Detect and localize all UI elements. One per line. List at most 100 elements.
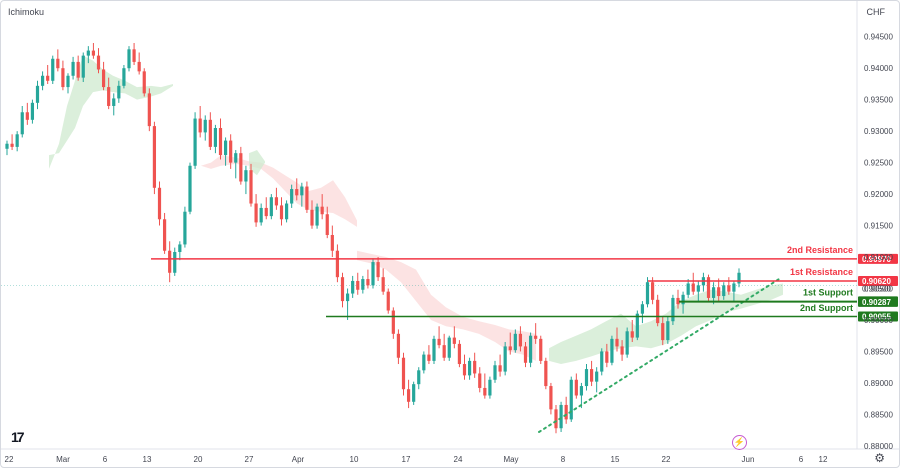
candle-body <box>162 219 167 251</box>
candle-body <box>559 404 563 429</box>
candle-body <box>711 287 716 298</box>
candle-body <box>574 379 578 396</box>
candle-body <box>320 206 324 215</box>
time-tick-label: 15 <box>611 455 620 464</box>
candle-body <box>432 338 436 361</box>
kumo-cloud-bull-0 <box>49 55 173 169</box>
candle-body <box>107 87 111 106</box>
candle-body <box>86 50 90 56</box>
candle-body <box>183 211 187 245</box>
candle-body <box>681 294 685 305</box>
candle-body <box>142 71 146 94</box>
candle-body <box>330 235 334 251</box>
candle-body <box>249 170 253 204</box>
level-tag-3 <box>858 296 898 307</box>
candle-body <box>615 338 619 347</box>
candle-body <box>381 277 385 292</box>
candle-body <box>722 285 726 297</box>
time-tick-label: Mar <box>56 455 70 464</box>
candle-body <box>539 338 543 361</box>
level-tag-value-4: 0.90055 <box>862 313 891 322</box>
candle-body <box>40 75 45 86</box>
candle-body <box>605 351 609 363</box>
lightning-icon[interactable]: ⚡ <box>732 435 747 450</box>
candle-body <box>579 386 584 396</box>
candle-body <box>254 203 258 223</box>
candle-body <box>564 404 568 420</box>
candle-body <box>737 272 741 284</box>
candle-body <box>534 335 538 339</box>
level-tag-value-3: 0.90287 <box>862 298 891 307</box>
candle-body <box>462 364 467 376</box>
candle-body <box>696 285 700 292</box>
time-tick-label: May <box>503 455 518 464</box>
candle-body <box>676 297 680 305</box>
candle-body <box>584 369 589 387</box>
candle-body <box>147 93 151 127</box>
candle-body <box>523 346 528 363</box>
candle-body <box>488 379 492 396</box>
candle-body <box>71 61 75 76</box>
candle-body <box>437 338 441 346</box>
level-tag-0 <box>858 253 898 264</box>
candle-body <box>600 351 604 372</box>
time-tick-label: 6 <box>103 455 108 464</box>
candle-body <box>544 360 548 387</box>
kumo-cloud-bear-3 <box>357 250 536 361</box>
price-tick-label: 0.91000 <box>864 253 893 262</box>
candle-body <box>208 119 212 147</box>
price-tick-label: 0.94000 <box>864 64 893 73</box>
time-tick-label: 6 <box>799 455 804 464</box>
candle-body <box>229 140 233 163</box>
currency-label[interactable]: CHF <box>866 7 886 17</box>
candle-body <box>46 75 50 81</box>
candle-body <box>467 360 472 376</box>
candle-body <box>503 346 507 372</box>
candle-body <box>335 250 340 278</box>
candle-body <box>295 189 299 196</box>
candle-body <box>203 119 207 133</box>
ascending-trendline <box>538 278 780 434</box>
gear-icon[interactable]: ⚙ <box>874 451 885 465</box>
last-price-label: 0.90500 <box>862 285 891 294</box>
candle-body <box>300 186 304 196</box>
candle-body <box>66 75 70 88</box>
candle-body <box>513 333 517 351</box>
candle-body <box>417 370 421 385</box>
price-tick-label: 0.92000 <box>864 190 893 199</box>
price-tick-label: 0.93000 <box>864 127 893 136</box>
candle-body <box>310 209 314 226</box>
candle-body <box>666 321 670 341</box>
kumo-cloud-bull-2 <box>249 150 265 176</box>
price-tick-label: 0.90000 <box>864 316 893 325</box>
candle-body <box>635 313 639 338</box>
candle-body <box>554 409 558 429</box>
candle-body <box>239 153 243 182</box>
candle-body <box>406 389 411 402</box>
time-tick-label: 27 <box>245 455 254 464</box>
candle-body <box>717 287 721 297</box>
candle-body <box>442 345 446 358</box>
candle-body <box>259 207 263 223</box>
candle-body <box>569 379 573 420</box>
candle-body <box>401 357 406 390</box>
candle-body <box>279 205 284 220</box>
candle-body <box>157 187 162 220</box>
candle-body <box>56 58 60 69</box>
time-tick-label: 24 <box>454 455 463 464</box>
time-tick-label: 12 <box>819 455 828 464</box>
time-tick-label: 22 <box>5 455 14 464</box>
candle-body <box>366 279 370 286</box>
candle-body <box>391 310 395 334</box>
candle-body <box>732 283 736 292</box>
candle-body <box>213 128 218 147</box>
candle-body <box>645 282 650 305</box>
indicator-label[interactable]: Ichimoku <box>8 7 45 17</box>
price-tick-label: 0.89500 <box>864 347 893 356</box>
time-tick-label: 17 <box>402 455 411 464</box>
candle-body <box>620 346 624 355</box>
kumo-cloud-bear-1 <box>201 155 357 227</box>
candle-body <box>61 68 65 88</box>
